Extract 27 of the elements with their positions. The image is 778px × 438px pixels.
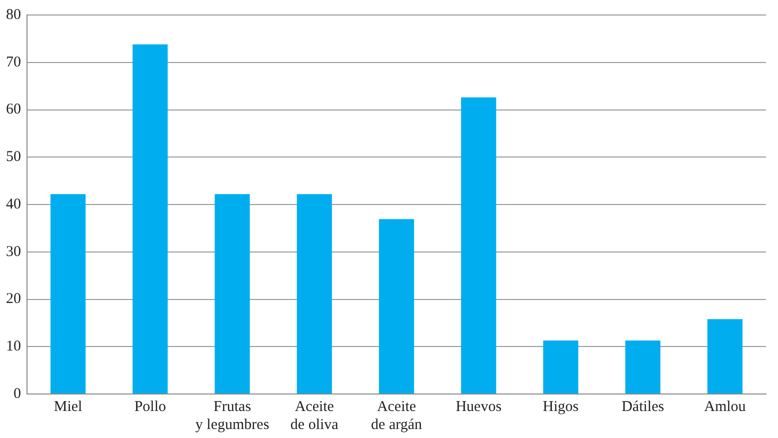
bar <box>50 194 86 394</box>
y-tick-label: 80 <box>6 6 21 23</box>
bar <box>707 319 742 394</box>
x-tick-label: Dátiles <box>622 398 664 415</box>
y-tick-label: 50 <box>6 149 21 166</box>
bar <box>378 219 414 394</box>
bar <box>296 194 332 394</box>
y-tick-label: 40 <box>6 196 21 212</box>
y-tick-label: 0 <box>14 386 21 402</box>
x-tick-label: Aceite de argán <box>371 398 422 433</box>
x-tick-label: Higos <box>542 398 579 415</box>
y-tick-label: 70 <box>6 54 21 70</box>
y-tick-label: 60 <box>6 102 21 118</box>
bar <box>625 340 660 394</box>
x-tick-label: Huevos <box>456 398 502 415</box>
y-tick-label: 10 <box>6 338 21 355</box>
bar <box>543 340 578 394</box>
bar <box>461 97 496 394</box>
y-tick-label: 30 <box>6 244 21 260</box>
x-tick-label: Pollo <box>134 398 166 415</box>
x-tick-label: Frutas y legumbres <box>195 398 270 433</box>
x-tick-label: Amlou <box>704 398 746 415</box>
x-tick-label: Miel <box>54 398 82 415</box>
y-tick-label: 20 <box>6 291 21 308</box>
bar <box>132 44 168 394</box>
x-tick-label: Aceite de oliva <box>290 398 339 433</box>
bar <box>214 194 250 394</box>
